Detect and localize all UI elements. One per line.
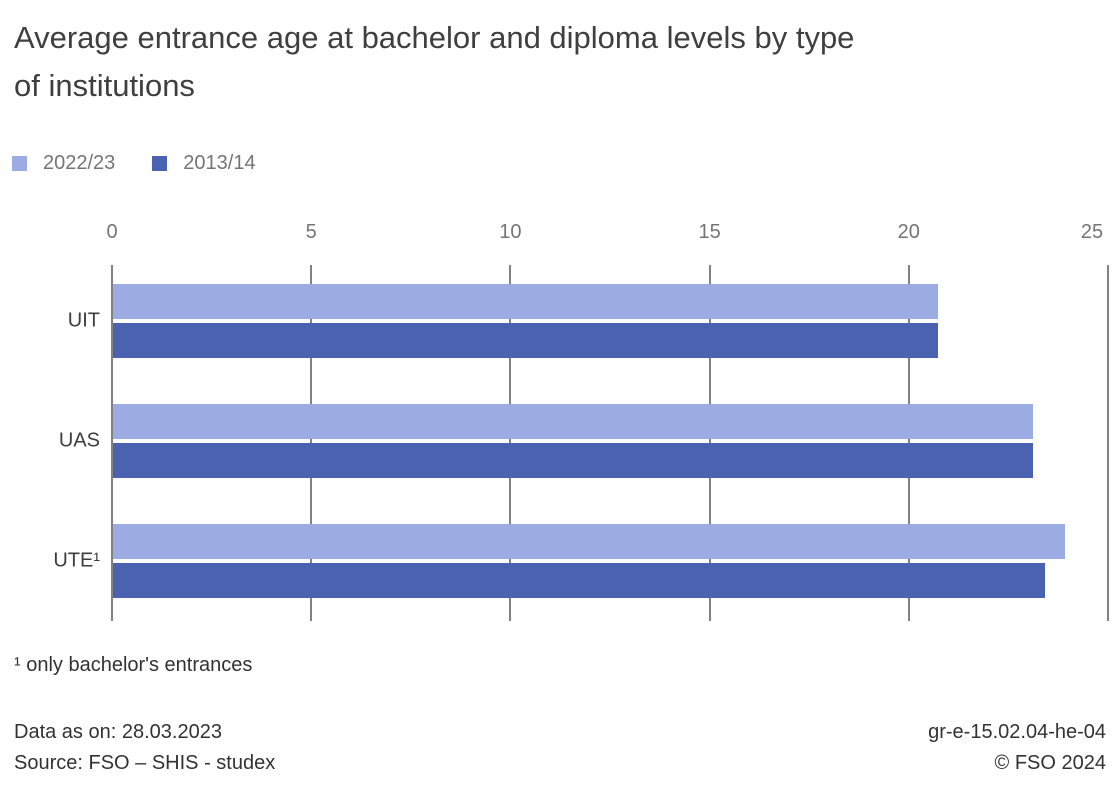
bar-2022-23-ute [113, 524, 1066, 559]
gridline-0 [111, 265, 113, 621]
category-label-ute: UTE¹ [53, 549, 100, 572]
plot-area [111, 265, 1109, 621]
footer-source: Source: FSO – SHIS - studex [14, 752, 276, 774]
category-label-uit: UIT [67, 309, 100, 332]
footer-copyright: © FSO 2024 [994, 752, 1106, 774]
chart-title: Average entrance age at bachelor and dip… [14, 14, 854, 110]
footer-left: Data as on: 28.03.2023 Source: FSO – SHI… [14, 717, 275, 779]
x-tick-label-15: 15 [698, 221, 721, 243]
legend-label-2022-23: 2022/23 [43, 152, 116, 174]
legend-swatch-2013-14 [152, 156, 168, 171]
bar-2013-14-uit [113, 323, 938, 358]
x-tick-label-5: 5 [305, 221, 317, 243]
legend-swatch-2022-23 [12, 156, 27, 171]
footer-right: gr-e-15.02.04-he-04 © FSO 2024 [928, 717, 1106, 779]
legend: 2022/23 2013/14 [12, 152, 293, 175]
bar-2013-14-uas [113, 443, 1034, 478]
x-tick-label-10: 10 [499, 221, 522, 243]
x-tick-label-0: 0 [106, 221, 118, 243]
x-axis-tick-labels: 0 5 10 15 20 25 [106, 221, 1108, 245]
chart-title-line-2: of institutions [14, 68, 195, 103]
legend-item-2022-23: 2022/23 [12, 152, 115, 175]
footer-data-as-on: Data as on: 28.03.2023 [14, 721, 222, 743]
bar-2013-14-ute [113, 563, 1046, 598]
x-tick-label-25: 25 [1080, 221, 1104, 243]
chart-title-line-1: Average entrance age at bachelor and dip… [14, 20, 855, 55]
x-tick-label-20: 20 [897, 221, 920, 243]
gridline-25 [1107, 265, 1109, 621]
legend-label-2013-14: 2013/14 [183, 152, 256, 174]
footnote: ¹ only bachelor's entrances [14, 654, 253, 676]
legend-item-2013-14: 2013/14 [152, 152, 256, 175]
footer-reference: gr-e-15.02.04-he-04 [928, 721, 1106, 743]
bar-2022-23-uit [113, 284, 938, 319]
category-label-uas: UAS [58, 429, 100, 452]
bar-2022-23-uas [113, 404, 1034, 439]
y-axis-category-labels: UIT UAS UTE¹ [0, 265, 100, 621]
